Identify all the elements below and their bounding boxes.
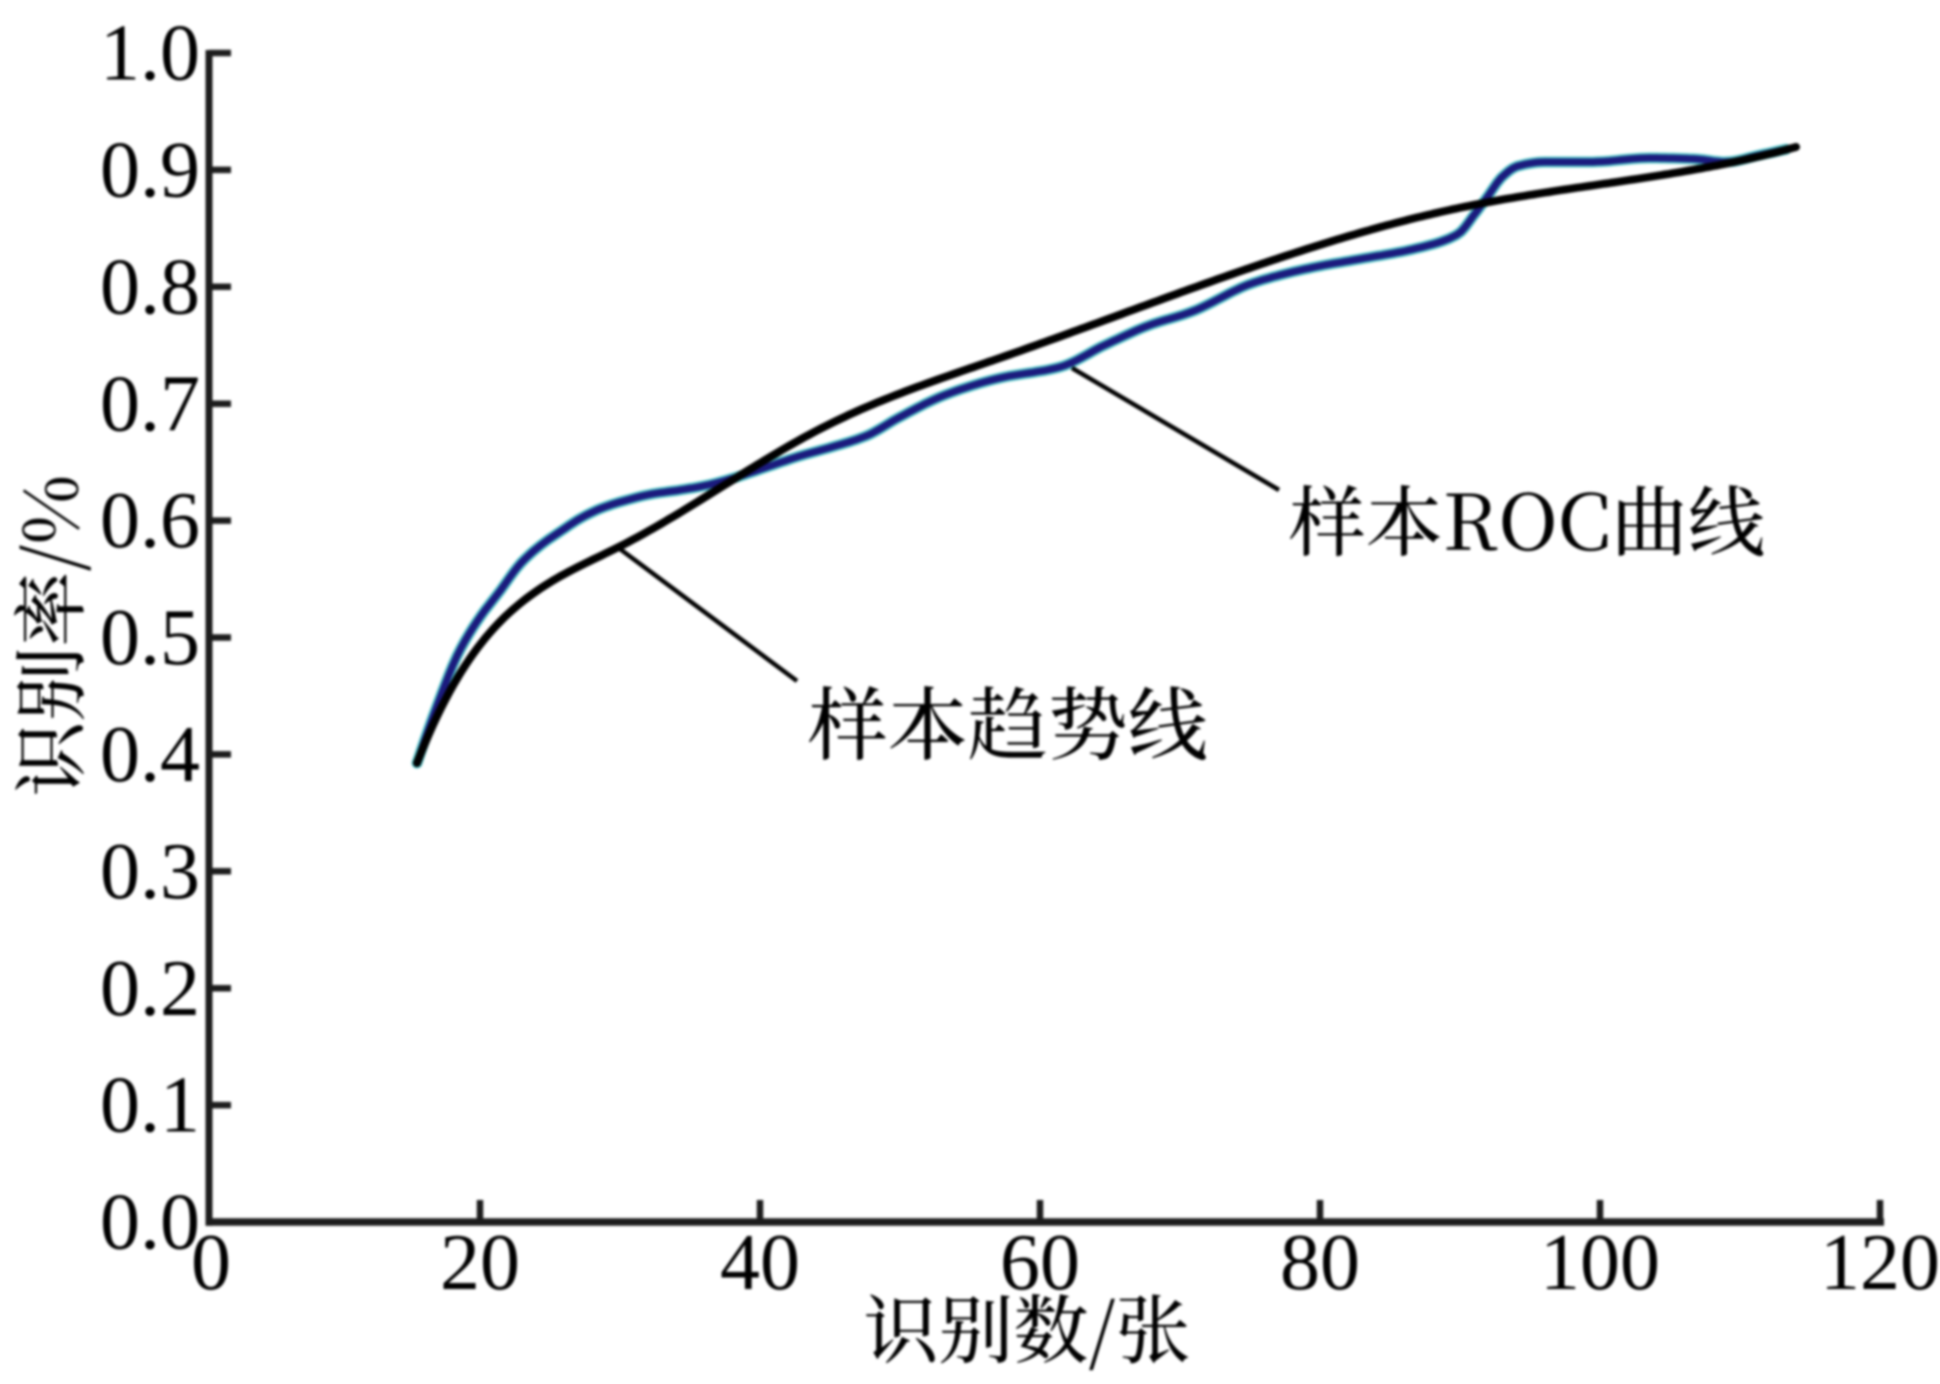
svg-text:1.0: 1.0 xyxy=(100,10,200,98)
svg-text:100: 100 xyxy=(1540,1219,1660,1307)
svg-text:0.8: 0.8 xyxy=(100,243,200,331)
svg-text:0.9: 0.9 xyxy=(100,127,200,215)
svg-text:0.7: 0.7 xyxy=(100,360,200,448)
svg-text:0.2: 0.2 xyxy=(100,945,200,1033)
svg-text:0.6: 0.6 xyxy=(100,477,200,565)
svg-text:0.4: 0.4 xyxy=(100,711,200,799)
svg-text:20: 20 xyxy=(440,1219,520,1307)
svg-text:40: 40 xyxy=(720,1219,800,1307)
svg-text:0.0: 0.0 xyxy=(100,1179,200,1267)
svg-text:0.3: 0.3 xyxy=(100,828,200,916)
svg-text:120: 120 xyxy=(1820,1219,1940,1307)
svg-text:0.5: 0.5 xyxy=(100,594,200,682)
svg-text:0: 0 xyxy=(191,1219,231,1307)
svg-text:60: 60 xyxy=(1000,1219,1080,1307)
svg-text:0.1: 0.1 xyxy=(100,1062,200,1150)
svg-text:80: 80 xyxy=(1280,1219,1360,1307)
